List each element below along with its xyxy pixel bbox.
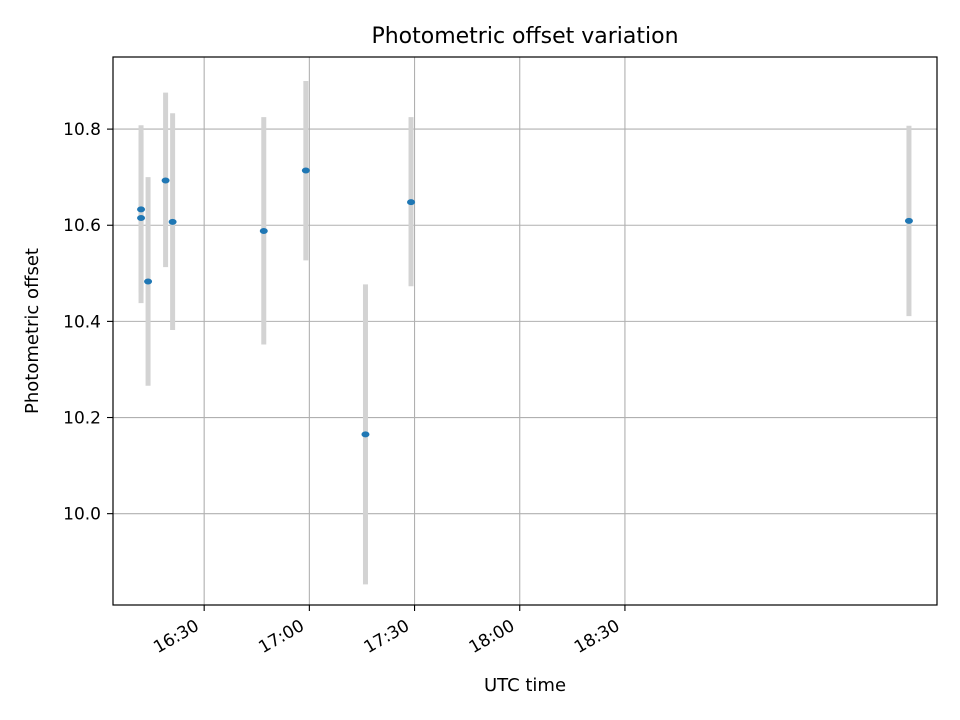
data-point [407,199,416,206]
x-axis-label: UTC time [484,675,566,696]
data-point [137,215,146,222]
plot-frame [112,56,938,606]
y-tick-label: 10.6 [63,216,101,236]
data-points [137,167,913,438]
y-tick-label: 10.8 [63,120,101,140]
data-point [301,167,310,174]
data-point [144,278,153,285]
data-point [137,206,146,213]
data-point [259,228,268,235]
grid-lines [113,57,937,605]
data-point [361,431,370,438]
data-point [168,218,177,225]
y-tick-label: 10.4 [63,312,101,332]
y-tick-label: 10.0 [63,505,101,525]
y-axis-label: Photometric offset [22,248,43,414]
chart-title: Photometric offset variation [371,24,678,49]
data-point [904,217,913,224]
y-tick-label: 10.2 [63,409,101,429]
data-point [161,177,170,184]
